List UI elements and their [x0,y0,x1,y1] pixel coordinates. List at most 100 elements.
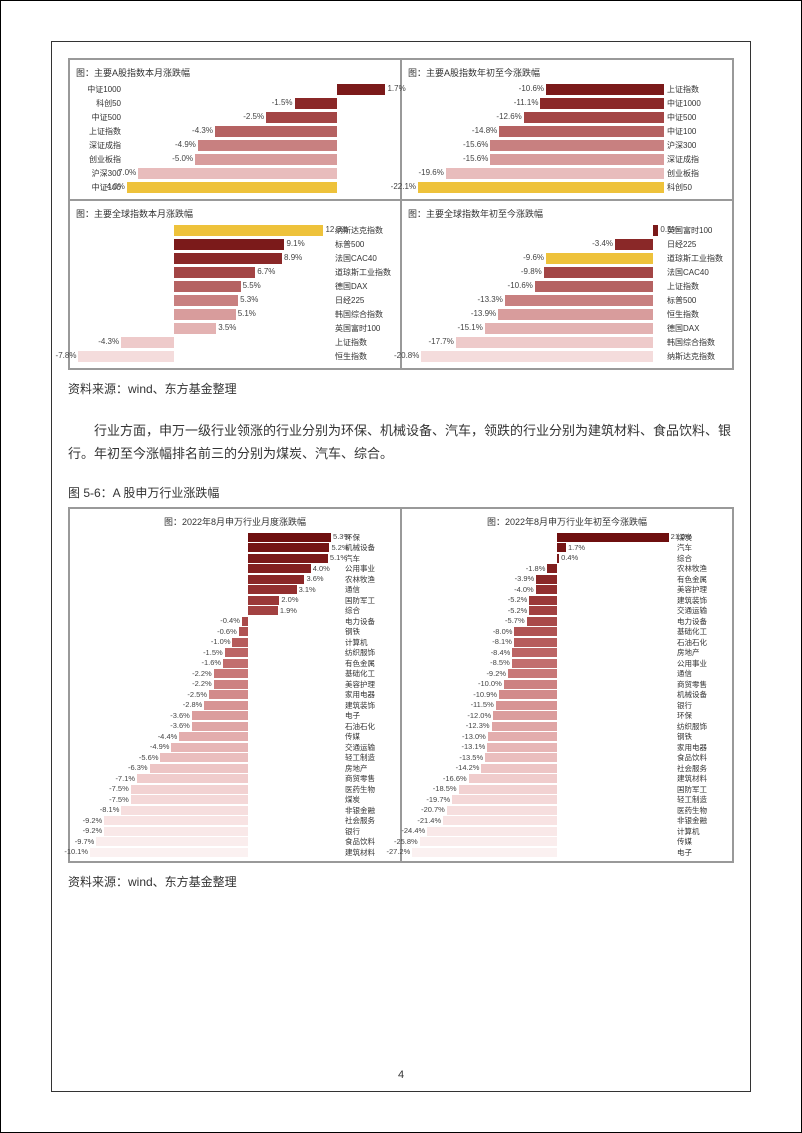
bar-value: -4.0% [514,585,534,594]
bar-area: 4.0% [76,564,342,573]
bar-row: -2.8%建筑装饰 [76,700,394,711]
bar-area: -4.9% [124,140,394,151]
bar-row: -7.5%医药生物 [76,784,394,795]
bar-area: -5.6% [76,753,342,762]
bar-value: -3.6% [170,721,190,730]
chart-cell-4: 图：主要全球指数年初至今涨跌幅 0.5%英国富时100-3.4%日经225-9.… [401,200,733,369]
bar-value: -17.7% [429,337,454,346]
chart6-title: 图：2022年8月申万行业年初至今涨跌幅 [408,515,726,528]
bar-area: 1.7% [408,543,674,552]
bar-row: 12.3%纳斯达克指数 [76,224,394,237]
bar-label: 纳斯达克指数 [664,351,726,362]
bar-label: 轻工制造 [342,752,394,763]
chart6-bars: 21.0%煤炭1.7%汽车0.4%综合-1.8%农林牧渔-3.9%有色金属-4.… [408,532,726,858]
bar-label: 公用事业 [674,658,726,669]
bar-value: -0.6% [217,627,237,636]
bar-label: 电子 [342,710,394,721]
bar [485,323,653,334]
bar [104,827,248,836]
bar-value: -9.7% [75,837,95,846]
bar-row: -10.6%上证指数 [408,280,726,293]
bar-label: 深证成指 [76,140,124,151]
bar-label: 机械设备 [342,542,394,553]
bar-value: 4.0% [313,564,330,573]
bar-label: 标普500 [664,295,726,306]
bar-value: -24.4% [401,826,425,835]
bar-area: 0.4% [408,554,674,563]
bar-row: -3.4%日经225 [408,238,726,251]
bar-label: 标普500 [332,239,394,250]
bar-area: -9.8% [408,267,664,278]
bar-value: -3.9% [515,574,535,583]
bar-row: -2.2%基础化工 [76,668,394,679]
bar-row: 5.1%汽车 [76,553,394,564]
bar [459,785,557,794]
bar [512,648,557,657]
bar [179,732,248,741]
bar-value: 5.2% [331,543,348,552]
bar-row: -27.2%电子 [408,847,726,858]
bar-area: 4.0% [124,182,394,193]
bar-row: 8.9%法国CAC40 [76,252,394,265]
bar-value: -9.2% [83,816,103,825]
bar [232,638,248,647]
bar-value: -0.4% [220,616,240,625]
bar-label: 有色金属 [342,658,394,669]
bar-value: -13.9% [471,309,496,318]
bar-value: -19.6% [418,168,443,177]
bar-area: -2.8% [76,701,342,710]
bar-value: -8.1% [492,637,512,646]
bar-value: -10.6% [508,281,533,290]
bar-label: 沪深300 [76,168,124,179]
bar-value: 3.5% [218,323,236,332]
bar-area: -17.7% [408,337,664,348]
bar [443,816,557,825]
bar-label: 农林牧渔 [674,563,726,574]
bar-value: -15.6% [463,154,488,163]
bar [490,154,664,165]
bar-label: 中证500 [76,112,124,123]
bar [131,795,248,804]
bar [447,806,557,815]
bar [529,596,557,605]
bar-area: -2.5% [76,690,342,699]
bar [524,112,664,123]
bar [514,627,557,636]
bar-area: -13.3% [408,295,664,306]
chart-cell-1: 图：主要A股指数本月涨跌幅 中证10001.7%科创50-1.5%中证500-2… [69,59,401,200]
bar-row: -7.5%煤炭 [76,794,394,805]
bar-label: 综合 [342,605,394,616]
page-number: 4 [398,1069,404,1081]
bar-value: -1.5% [203,648,223,657]
bar-row: 5.5%德国DAX [76,280,394,293]
bar [529,606,557,615]
bar [138,168,337,179]
bar-row: -1.6%有色金属 [76,658,394,669]
bar-row: -22.1%科创50 [408,181,726,194]
bar [557,543,566,552]
bar-label: 有色金属 [674,574,726,585]
bar-value: -10.1% [64,847,88,856]
bar-value: -4.3% [98,337,119,346]
bar-value: -1.0% [211,637,231,646]
bar-value: -10.9% [473,690,497,699]
bar [540,98,664,109]
bar [487,743,557,752]
bar-label: 国防军工 [674,784,726,795]
bar-row: -2.2%美容护理 [76,679,394,690]
bar-row: -11.1%中证1000 [408,97,726,110]
bar-row: -8.1%石油石化 [408,637,726,648]
source-2: 资料来源：wind、东方基金整理 [68,873,734,890]
bar [215,126,337,137]
bar-value: -12.0% [467,711,491,720]
bar [412,848,557,857]
chart-cell-2: 图：主要A股指数年初至今涨跌幅 -10.6%上证指数-11.1%中证1000-1… [401,59,733,200]
bar-row: -8.1%非银金融 [76,805,394,816]
bar-area: -3.6% [76,722,342,731]
bar-value: -12.6% [496,112,521,121]
bar-value: -5.2% [508,595,528,604]
bar [248,606,278,615]
bar-label: 道琼斯工业指数 [664,253,726,264]
bar-value: -14.8% [472,126,497,135]
bar-row: -5.2%交通运输 [408,605,726,616]
